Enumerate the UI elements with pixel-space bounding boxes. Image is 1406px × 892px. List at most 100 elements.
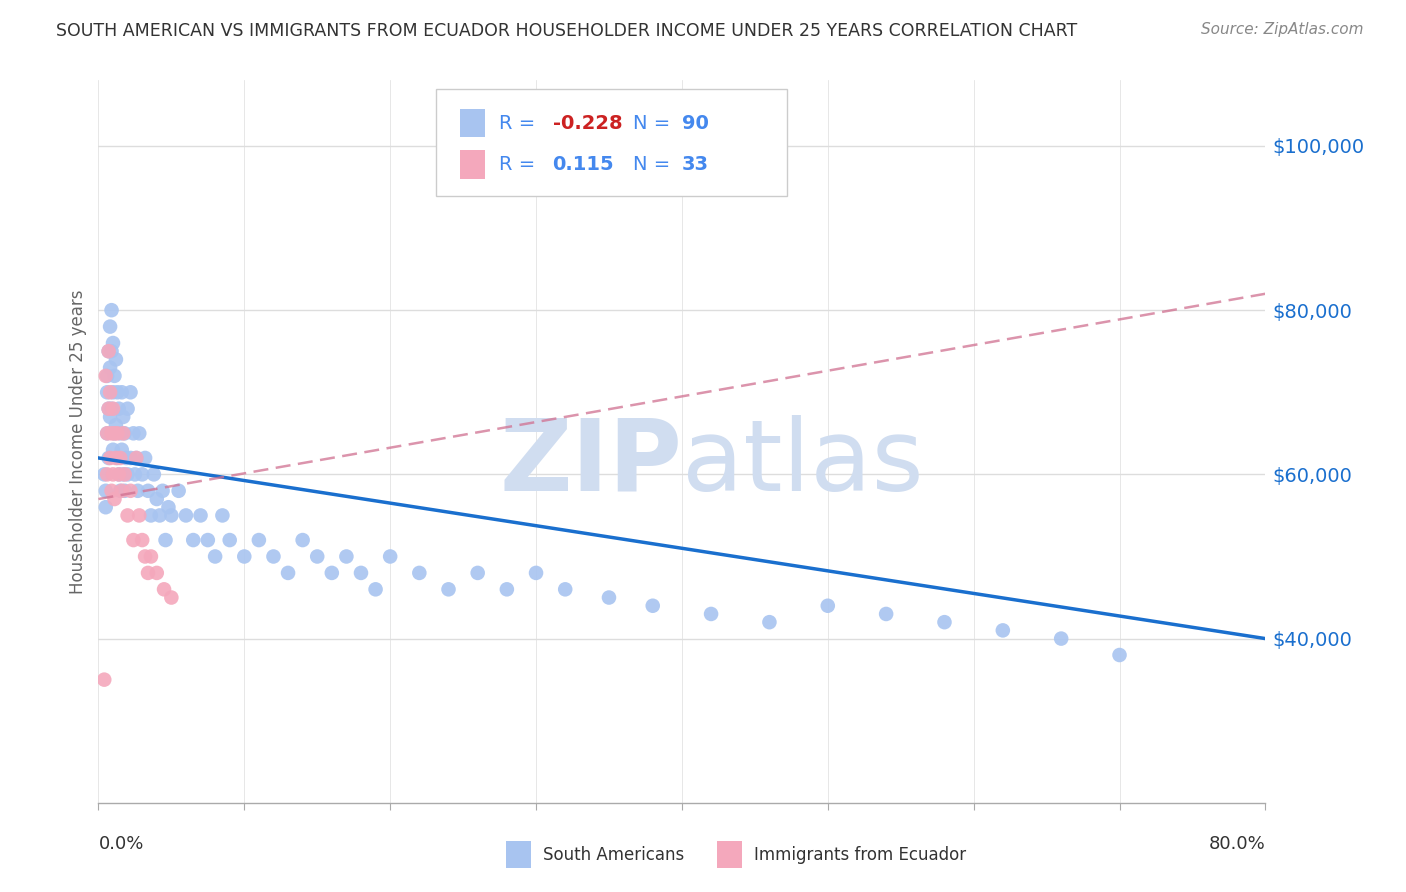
Point <box>93 467 115 482</box>
Point <box>160 508 183 523</box>
Point <box>101 467 124 482</box>
Point <box>103 426 125 441</box>
Point <box>934 615 956 630</box>
Point <box>105 385 128 400</box>
Point <box>127 483 149 498</box>
Text: SOUTH AMERICAN VS IMMIGRANTS FROM ECUADOR HOUSEHOLDER INCOME UNDER 25 YEARS CORR: SOUTH AMERICAN VS IMMIGRANTS FROM ECUADO… <box>56 22 1077 40</box>
Point <box>112 426 135 441</box>
Point <box>100 401 122 416</box>
Point <box>111 442 134 457</box>
Point <box>335 549 357 564</box>
Point <box>98 409 121 424</box>
Point <box>128 508 150 523</box>
Point <box>114 483 136 498</box>
Point <box>146 491 169 506</box>
Point <box>98 360 121 375</box>
Point <box>101 385 124 400</box>
Point <box>197 533 219 547</box>
Text: South Americans: South Americans <box>543 846 683 863</box>
Point <box>103 426 125 441</box>
Point <box>114 467 136 482</box>
Text: 90: 90 <box>682 113 709 133</box>
Text: Source: ZipAtlas.com: Source: ZipAtlas.com <box>1201 22 1364 37</box>
Point <box>97 344 120 359</box>
Point <box>114 426 136 441</box>
Point <box>211 508 233 523</box>
Point <box>364 582 387 597</box>
Point <box>131 467 153 482</box>
Point <box>120 385 142 400</box>
Point <box>96 426 118 441</box>
Point <box>94 483 117 498</box>
Point <box>120 483 142 498</box>
Point <box>174 508 197 523</box>
Point <box>100 344 122 359</box>
Point <box>408 566 430 580</box>
Point <box>153 582 176 597</box>
Point <box>128 426 150 441</box>
Point <box>233 549 256 564</box>
Point <box>817 599 839 613</box>
Point <box>111 385 134 400</box>
Point <box>101 336 124 351</box>
Point <box>437 582 460 597</box>
Point <box>524 566 547 580</box>
Point <box>125 450 148 465</box>
Point <box>101 442 124 457</box>
Point <box>1050 632 1073 646</box>
Point <box>152 483 174 498</box>
Point <box>103 491 125 506</box>
Text: Immigrants from Ecuador: Immigrants from Ecuador <box>754 846 966 863</box>
Point <box>122 533 145 547</box>
Text: ZIP: ZIP <box>499 415 682 512</box>
Point <box>307 549 329 564</box>
Point <box>94 500 117 515</box>
Point <box>111 483 134 498</box>
Point <box>94 368 117 383</box>
Text: N =: N = <box>633 113 676 133</box>
Point <box>554 582 576 597</box>
Point <box>167 483 190 498</box>
Point <box>467 566 489 580</box>
Text: atlas: atlas <box>682 415 924 512</box>
Point <box>100 483 122 498</box>
Point <box>117 401 139 416</box>
Point <box>155 533 177 547</box>
Point <box>104 352 127 367</box>
Point <box>350 566 373 580</box>
Point <box>139 508 162 523</box>
Point <box>758 615 780 630</box>
Text: R =: R = <box>499 113 541 133</box>
Point <box>93 673 115 687</box>
Point <box>160 591 183 605</box>
Point <box>157 500 180 515</box>
Point <box>134 450 156 465</box>
Point <box>125 450 148 465</box>
Text: 80.0%: 80.0% <box>1209 835 1265 854</box>
Point <box>120 450 142 465</box>
Point <box>321 566 343 580</box>
Point <box>97 450 120 465</box>
Point <box>112 467 135 482</box>
Point <box>641 599 664 613</box>
Text: 0.115: 0.115 <box>553 155 614 174</box>
Text: N =: N = <box>633 155 676 174</box>
Point <box>108 401 131 416</box>
Point <box>291 533 314 547</box>
Point <box>218 533 240 547</box>
Point <box>496 582 519 597</box>
Point <box>875 607 897 621</box>
Point <box>380 549 402 564</box>
Point <box>146 566 169 580</box>
Point <box>97 401 120 416</box>
Point <box>100 303 122 318</box>
Point <box>117 508 139 523</box>
Point <box>262 549 284 564</box>
Point <box>103 368 125 383</box>
Point <box>98 450 121 465</box>
Point <box>131 533 153 547</box>
Point <box>110 426 132 441</box>
Point <box>124 467 146 482</box>
Point <box>96 426 118 441</box>
Text: 0.0%: 0.0% <box>98 835 143 854</box>
